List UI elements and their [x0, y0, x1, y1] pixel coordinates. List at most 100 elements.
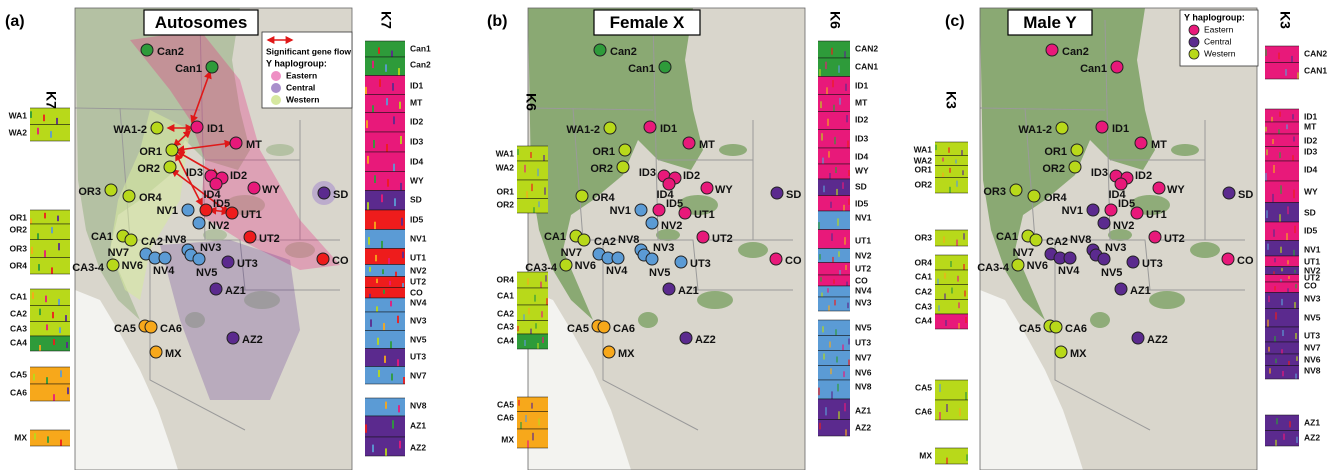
- admixture-stripe: [847, 303, 849, 309]
- admixture-stripe: [836, 189, 838, 196]
- admixture-stripe: [38, 264, 40, 271]
- admixture-stripe: [1266, 210, 1268, 218]
- bar-label: AZ1: [1304, 417, 1320, 427]
- admixture-stripe: [386, 98, 388, 105]
- admixture-stripe: [47, 436, 49, 442]
- bar-label: MT: [1304, 121, 1317, 131]
- bar-label: WY: [410, 175, 424, 185]
- admixture-stripe: [838, 251, 840, 257]
- admixture-bar: [365, 41, 405, 57]
- admixture-stripe: [398, 405, 400, 412]
- admixture-stripe: [839, 98, 841, 105]
- admixture-stripe: [30, 111, 32, 118]
- site-marker: [603, 346, 615, 358]
- admixture-stripe: [821, 293, 823, 297]
- site-marker: [770, 253, 782, 265]
- admixture-stripe: [832, 80, 834, 87]
- admixture-stripe: [530, 152, 532, 158]
- site-marker: [679, 207, 691, 219]
- admixture-stripe: [829, 173, 831, 179]
- admixture-stripe: [819, 254, 821, 260]
- admixture-stripe: [1272, 194, 1274, 203]
- site-marker: [1064, 252, 1076, 264]
- admixture-stripe: [378, 47, 380, 53]
- admixture-stripe: [544, 187, 546, 194]
- bar-label: WA1: [914, 144, 933, 154]
- site-label: NV5: [1101, 267, 1122, 279]
- site-marker: [150, 346, 162, 358]
- site-marker: [1132, 332, 1144, 344]
- site-marker: [635, 204, 647, 216]
- legend-item: Central: [286, 82, 315, 92]
- bar-label: NV5: [855, 322, 872, 332]
- admixture-stripe: [845, 84, 847, 91]
- site-marker: [145, 321, 157, 333]
- bar-label: CA4: [915, 315, 932, 325]
- forest-patch: [1171, 144, 1199, 156]
- site-label: OR4: [1044, 192, 1068, 204]
- admixture-stripe: [833, 105, 835, 112]
- admixture-stripe: [543, 155, 545, 161]
- bar-label: NV8: [855, 381, 872, 391]
- admixture-stripe: [523, 314, 525, 320]
- admixture-stripe: [842, 182, 844, 189]
- bar-label: WA1: [9, 110, 28, 120]
- admixture-stripe: [965, 317, 967, 323]
- admixture-stripe: [379, 79, 381, 87]
- admixture-stripe: [1279, 152, 1281, 158]
- admixture-stripe: [1286, 124, 1288, 129]
- admixture-stripe: [1279, 112, 1281, 117]
- site-label: ID3: [186, 167, 203, 179]
- site-marker: [227, 332, 239, 344]
- admixture-stripe: [538, 201, 540, 207]
- site-label: NV8: [618, 234, 639, 246]
- admixture-stripe: [966, 454, 968, 460]
- admixture-stripe: [37, 128, 39, 135]
- admixture-stripe: [942, 173, 944, 178]
- legend-swatch: [1189, 37, 1199, 47]
- admixture-bar: [365, 210, 405, 230]
- bar-label: OR4: [497, 274, 515, 284]
- admixture-bar: [818, 58, 850, 77]
- admixture-bar: [365, 331, 405, 349]
- admixture-stripe: [843, 205, 845, 211]
- bar-label: CA6: [10, 387, 27, 397]
- site-marker: [1222, 253, 1234, 265]
- site-marker: [1050, 321, 1062, 333]
- site-marker: [244, 231, 256, 243]
- site-marker: [1071, 144, 1083, 156]
- admixture-stripe: [399, 441, 401, 449]
- site-label: CA5: [567, 323, 589, 335]
- site-label: OR2: [1042, 163, 1065, 175]
- admixture-stripe: [1273, 271, 1275, 274]
- site-marker: [1096, 121, 1108, 133]
- site-label: CO: [785, 255, 802, 267]
- bar-label: UT2: [410, 276, 426, 286]
- legend-item: Eastern: [1204, 24, 1234, 34]
- site-marker: [1055, 346, 1067, 358]
- legend-item: Western: [1204, 48, 1236, 58]
- admixture-stripe: [66, 342, 68, 348]
- site-label: NV2: [1113, 220, 1134, 232]
- site-label: WA1-2: [566, 124, 600, 136]
- admixture-stripe: [818, 222, 820, 229]
- admixture-stripe: [1294, 226, 1296, 233]
- site-marker: [644, 121, 656, 133]
- site-label: Can2: [610, 46, 637, 58]
- bar-label: AZ2: [1304, 432, 1320, 442]
- admixture-stripe: [387, 179, 389, 187]
- k-label: K6: [523, 93, 539, 111]
- site-marker: [1030, 234, 1042, 246]
- admixture-stripe: [44, 250, 46, 257]
- site-label: NV7: [108, 247, 129, 259]
- site-label: OR1: [592, 146, 615, 158]
- admixture-bar: [365, 298, 405, 312]
- site-label: NV1: [610, 205, 631, 217]
- admixture-stripe: [834, 300, 836, 306]
- admixture-stripe: [50, 131, 52, 138]
- admixture-bar: [365, 152, 405, 172]
- bar-label: MT: [410, 97, 423, 107]
- admixture-stripe: [958, 302, 960, 308]
- site-marker: [646, 217, 658, 229]
- site-label: NV3: [200, 242, 221, 254]
